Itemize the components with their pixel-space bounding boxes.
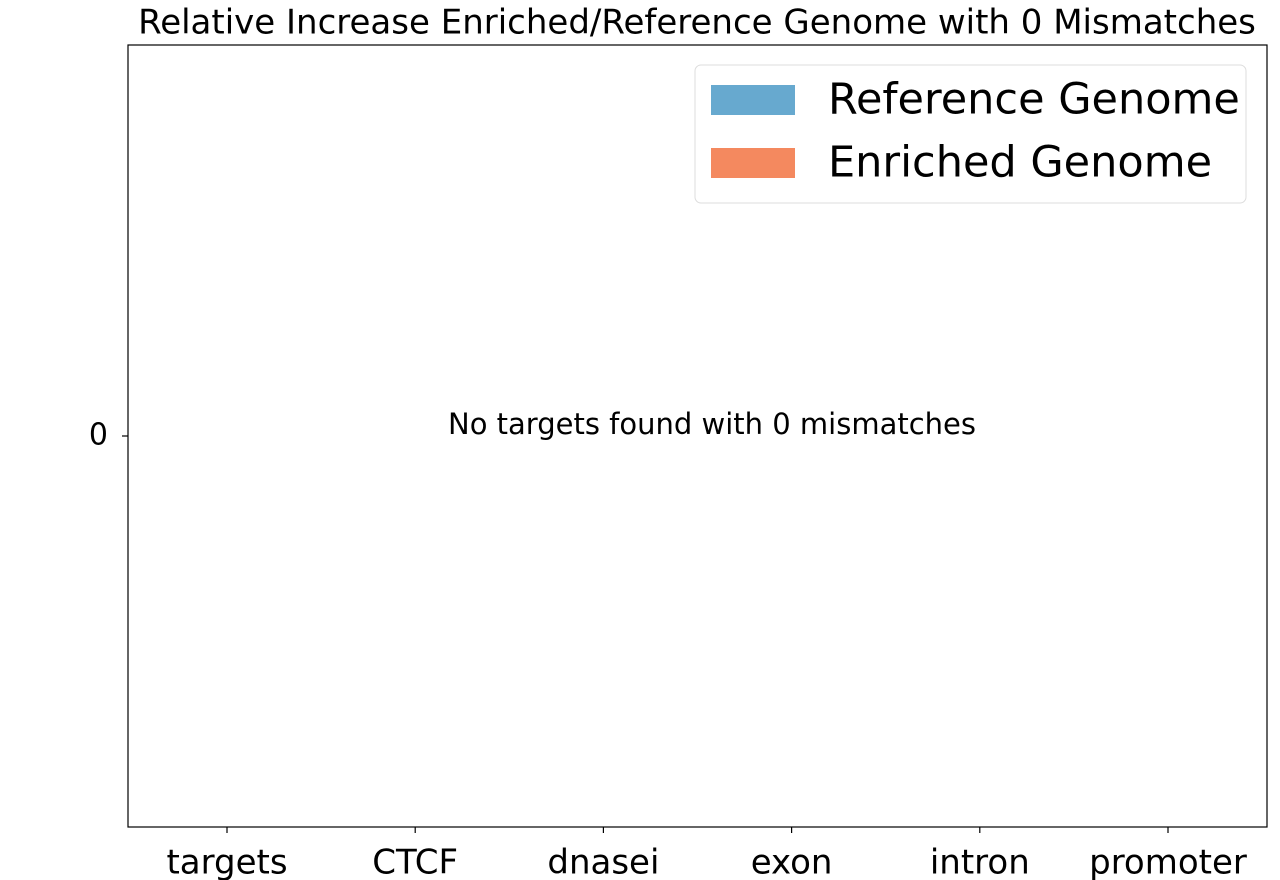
- x-tick-label: exon: [751, 843, 833, 880]
- x-tick-label: dnasei: [547, 843, 659, 880]
- x-tick-label: CTCF: [372, 843, 458, 880]
- annotation: No targets found with 0 mismatches: [448, 407, 976, 441]
- x-tick-label: promoter: [1089, 843, 1247, 880]
- x-tick-label: intron: [930, 843, 1030, 880]
- chart-title: Relative Increase Enriched/Reference Gen…: [138, 3, 1256, 43]
- legend-swatch: [711, 85, 795, 115]
- legend-label: Reference Genome: [828, 75, 1240, 125]
- legend-swatch: [711, 148, 795, 178]
- x-tick-label: targets: [166, 843, 287, 880]
- legend-label: Enriched Genome: [828, 138, 1212, 188]
- legend-box: [694, 64, 1247, 204]
- y-tick-label: 0: [89, 418, 108, 453]
